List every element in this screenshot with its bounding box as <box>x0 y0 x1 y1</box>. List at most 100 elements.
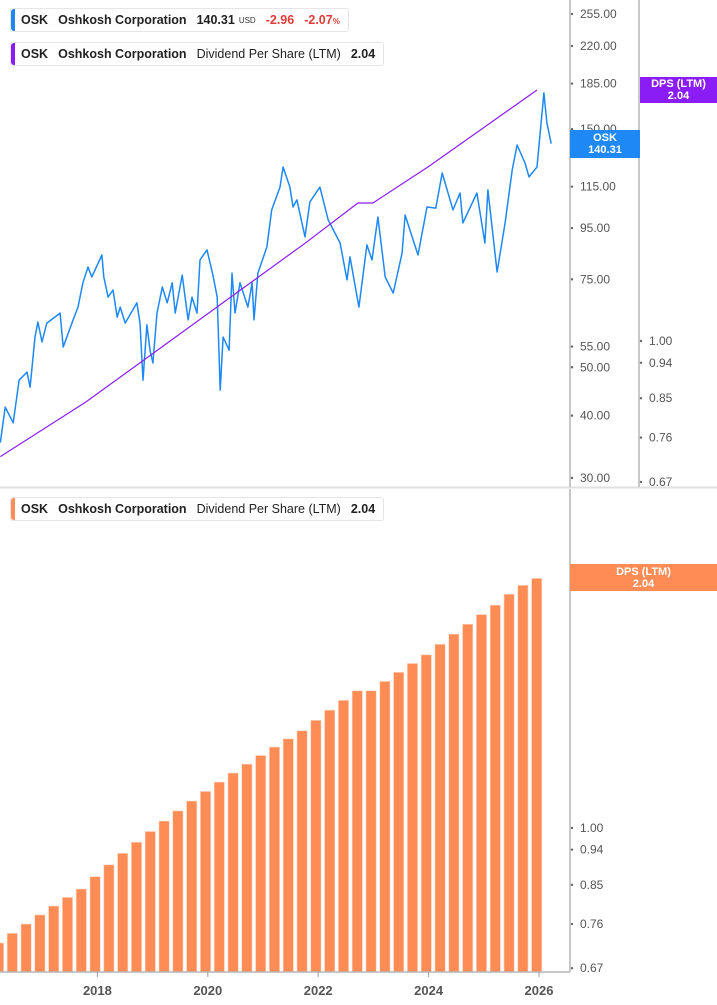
bar-axis-tick-label: 0.94 <box>580 843 604 857</box>
dps-bar[interactable] <box>338 700 349 973</box>
dps-bar[interactable] <box>34 914 46 973</box>
dps-bar[interactable] <box>365 690 377 973</box>
legend-company: Oshkosh Corporation <box>58 13 187 27</box>
bar-axis-tick-label: 1.00 <box>580 821 604 835</box>
dps-bar[interactable] <box>186 800 198 973</box>
tag-value: 2.04 <box>667 90 690 102</box>
pct-sign: % <box>332 17 340 26</box>
dps-axis-tick-label: 0.85 <box>649 391 673 405</box>
dps-line <box>0 89 538 458</box>
dps-bar[interactable] <box>0 942 4 973</box>
legend-metric: Dividend Per Share (LTM) <box>196 47 341 61</box>
price-axis-tick-label: 185.00 <box>580 77 617 91</box>
dps-bottom-value-tag: DPS (LTM) 2.04 <box>570 564 717 591</box>
legend-value: 2.04 <box>350 47 376 61</box>
dps-bar[interactable] <box>489 604 501 973</box>
dps-bar[interactable] <box>407 663 418 973</box>
legend-ticker: OSK <box>21 502 49 516</box>
price-axis-tick-mark <box>570 185 574 188</box>
legend-dps-top[interactable]: OSK Oshkosh Corporation Dividend Per Sha… <box>10 42 385 66</box>
bar-axis-tick-mark <box>570 966 574 970</box>
bar-axis-tick-label: 0.67 <box>580 961 604 975</box>
dps-bar[interactable] <box>62 897 73 973</box>
dps-bar[interactable] <box>200 791 211 973</box>
price-axis-tick-label: 95.00 <box>580 221 610 235</box>
legend-value: 2.04 <box>350 502 376 516</box>
dps-bar[interactable] <box>393 672 405 973</box>
price-axis-tick-mark <box>570 414 574 417</box>
price-axis-tick-label: 115.00 <box>580 180 616 194</box>
dps-bar[interactable] <box>6 933 18 973</box>
dps-bar[interactable] <box>158 820 170 973</box>
price-axis-tick-mark <box>570 82 574 85</box>
dps-bar[interactable] <box>324 709 336 973</box>
dps-bar[interactable] <box>255 755 267 973</box>
price-axis-tick-label: 255.00 <box>580 7 617 21</box>
dps-axis-tick-mark <box>639 397 643 400</box>
dps-top-value-tag: DPS (LTM) 2.04 <box>640 77 717 103</box>
dps-bar[interactable] <box>462 623 474 973</box>
dps-axis-tick-mark <box>639 339 643 343</box>
legend-color-swatch <box>11 9 15 31</box>
dps-bar[interactable] <box>213 781 225 973</box>
dps-bar[interactable] <box>296 730 308 973</box>
legend-metric: Dividend Per Share (LTM) <box>196 502 341 516</box>
year-tick-label: 2026 <box>525 983 554 998</box>
year-tick-label: 2022 <box>304 983 333 998</box>
dps-bar[interactable] <box>117 853 129 973</box>
dps-bar[interactable] <box>89 876 101 973</box>
price-axis-tick-mark <box>570 44 574 48</box>
tag-value: 140.31 <box>588 144 622 156</box>
dps-bar[interactable] <box>503 593 515 973</box>
bar-axis-tick-label: 0.85 <box>580 878 604 892</box>
price-axis-tick-mark <box>570 278 574 281</box>
tag-label: DPS (LTM) <box>616 565 671 578</box>
year-tick-label: 2018 <box>83 983 112 998</box>
dps-axis-tick-label: 1.00 <box>649 334 673 348</box>
dps-bar[interactable] <box>172 810 184 973</box>
dps-bar[interactable] <box>227 772 239 973</box>
dps-bar[interactable] <box>448 633 460 973</box>
dps-bar[interactable] <box>144 831 156 973</box>
price-axis-tick-label: 40.00 <box>580 409 610 423</box>
dps-bar[interactable] <box>531 578 543 973</box>
legend-color-swatch <box>11 498 15 520</box>
tag-label: OSK <box>593 132 617 144</box>
legend-dps-bottom[interactable]: OSK Oshkosh Corporation Dividend Per Sha… <box>10 497 385 521</box>
price-axis-tick-mark <box>570 127 574 131</box>
dps-bar[interactable] <box>241 763 253 973</box>
dps-bar[interactable] <box>75 888 87 973</box>
price-value-tag: OSK 140.31 <box>570 130 640 158</box>
price-axis-tick-mark <box>570 366 574 369</box>
bar-axis-tick-mark <box>570 848 574 851</box>
dps-bar[interactable] <box>103 864 115 973</box>
legend-price: 140.31 <box>196 13 235 27</box>
price-axis-tick-mark <box>570 12 574 16</box>
bar-axis-tick-label: 0.76 <box>580 917 604 931</box>
dps-bar[interactable] <box>420 654 432 973</box>
dps-bar[interactable] <box>48 905 60 973</box>
legend-currency: USD <box>238 15 256 25</box>
price-axis-tick-label: 75.00 <box>580 272 610 286</box>
legend-company: Oshkosh Corporation <box>58 502 187 516</box>
price-axis-tick-label: 50.00 <box>580 360 610 374</box>
dps-bar[interactable] <box>476 614 487 973</box>
dps-bar[interactable] <box>310 720 322 973</box>
dps-axis-tick-mark <box>639 480 643 484</box>
year-tick-label: 2020 <box>193 983 222 998</box>
legend-change-pct: -2.07% <box>304 13 340 27</box>
dps-bar[interactable] <box>269 746 280 973</box>
legend-price[interactable]: OSK Oshkosh Corporation 140.31 USD -2.96… <box>10 8 349 32</box>
dps-axis-tick-label: 0.94 <box>649 356 673 370</box>
price-line <box>0 92 552 443</box>
dps-bar[interactable] <box>379 681 391 973</box>
dps-bar[interactable] <box>131 841 142 973</box>
dps-bar[interactable] <box>434 644 446 973</box>
tag-value: 2.04 <box>632 577 655 590</box>
dps-bar[interactable] <box>20 923 32 973</box>
dps-bar[interactable] <box>351 690 363 973</box>
bar-axis-tick-mark <box>570 883 574 887</box>
dps-bar[interactable] <box>282 738 294 973</box>
dps-bar[interactable] <box>517 585 529 973</box>
